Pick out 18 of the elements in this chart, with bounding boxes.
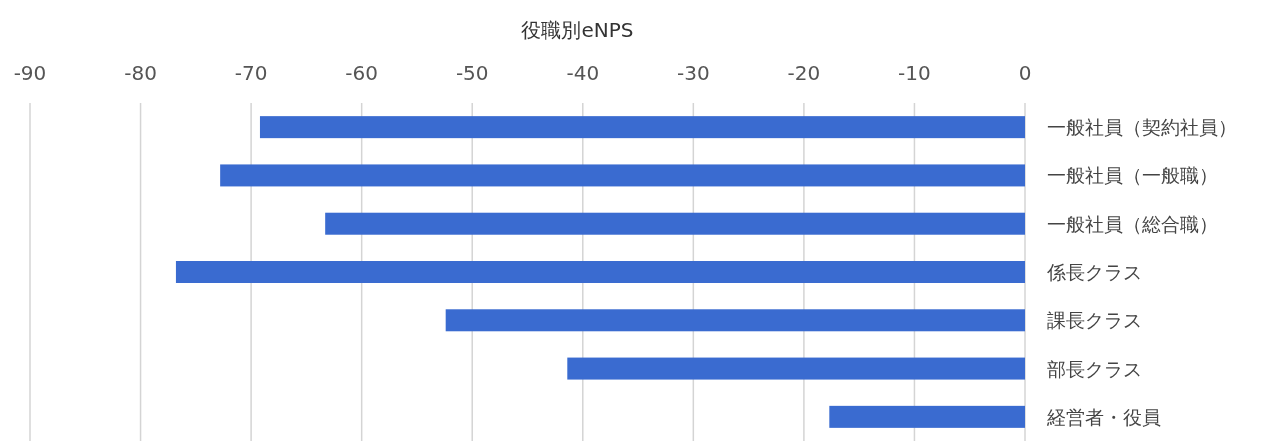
- y-tick-label: 係長クラス: [1046, 261, 1142, 283]
- y-tick-label: 部長クラス: [1047, 357, 1142, 380]
- x-tick-label: -70: [234, 61, 268, 85]
- x-tick-label: -60: [345, 61, 378, 85]
- x-tick-label: -50: [455, 61, 489, 85]
- y-tick-label: 一般社員（総合職）: [1047, 212, 1218, 235]
- x-tick-label: -30: [677, 61, 710, 85]
- x-tick-label: -80: [124, 61, 157, 85]
- x-tick-label: -10: [898, 61, 931, 85]
- x-tick-label: 0: [1018, 61, 1032, 85]
- y-tick-label: 経営者・役員: [1046, 405, 1161, 428]
- y-tick-label: 課長クラス: [1047, 309, 1142, 332]
- y-tick-label: 一般社員（一般職）: [1047, 164, 1218, 187]
- chart-title: 役職別eNPS: [521, 18, 634, 42]
- x-tick-label: -90: [13, 61, 47, 85]
- x-tick-label: -20: [787, 61, 821, 85]
- y-tick-label: 一般社員（契約社員）: [1047, 116, 1237, 139]
- x-tick-label: -40: [566, 61, 600, 85]
